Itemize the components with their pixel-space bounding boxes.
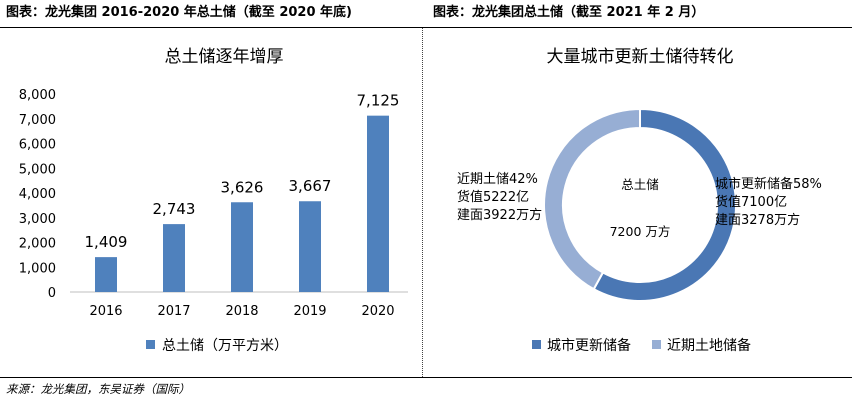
- donut-annotation-right-line-3: 建面3278万方: [715, 212, 800, 228]
- bar-2020: [367, 115, 389, 292]
- bar-y-tick-label: 4,000: [19, 187, 56, 202]
- bar-value-label: 3,667: [289, 177, 332, 195]
- source-note: 来源：龙光集团，东吴证券（国际）: [6, 382, 190, 396]
- bar-value-label: 2,743: [153, 200, 196, 218]
- donut-legend-label-1: 城市更新储备: [547, 337, 631, 354]
- donut-annotation-right-line-2: 货值7100亿: [715, 194, 787, 210]
- bar-y-tick-label: 7,000: [19, 113, 56, 128]
- bar-y-tick-label: 6,000: [19, 138, 56, 153]
- bar-x-axis: 2016 2017 2018 2019 2020: [89, 304, 394, 319]
- bar-series: [95, 115, 389, 292]
- bar-chart: 总土储逐年增厚 0 1,000 2,000 3,000 4,000 5,000 6,000 7…: [19, 47, 408, 354]
- donut-annotation-left-line-3: 建面3922万方: [457, 207, 542, 223]
- bar-value-label: 1,409: [85, 233, 128, 251]
- donut-slice-2: [543, 107, 641, 291]
- bar-y-tick-label: 1,000: [19, 261, 56, 276]
- bar-x-tick-label: 2017: [157, 304, 190, 319]
- donut-center-label-1: 总土储: [621, 177, 659, 192]
- bar-legend: 总土储（万平方米）: [146, 338, 288, 354]
- right-figure-caption: 图表：龙光集团总土储（截至 2021 年 2 月）: [433, 5, 705, 20]
- bar-x-tick-label: 2016: [89, 304, 122, 319]
- donut-slices: [543, 107, 737, 302]
- bar-legend-label: 总土储（万平方米）: [162, 338, 288, 354]
- bar-legend-swatch: [146, 340, 155, 349]
- donut-legend-swatch-2: [652, 340, 661, 349]
- bar-2016: [95, 257, 117, 292]
- bar-value-label: 7,125: [357, 92, 400, 110]
- donut-annotation-right: 城市更新储备58% 货值7100亿 建面3278万方: [715, 176, 822, 228]
- bar-y-axis: 0 1,000 2,000 3,000 4,000 5,000 6,000 7,000 8,00…: [19, 88, 56, 301]
- bar-2018: [231, 202, 253, 292]
- bar-x-tick-label: 2020: [361, 304, 394, 319]
- donut-annotation-right-line-1: 城市更新储备58%: [715, 176, 822, 192]
- panel-divider: [422, 28, 423, 377]
- bar-y-tick-label: 8,000: [19, 88, 56, 103]
- bar-value-labels: 1,409 2,743 3,626 3,667 7,125: [85, 92, 400, 251]
- bottom-rule: [0, 377, 852, 378]
- donut-chart: 大量城市更新土储待转化 总土储 7200 万方 城市更新储备58% 货值7100…: [457, 47, 822, 354]
- donut-annotation-left-line-2: 货值5222亿: [457, 189, 529, 205]
- bar-x-tick-label: 2018: [225, 304, 258, 319]
- bar-value-label: 3,626: [221, 178, 264, 196]
- left-figure-caption: 图表：龙光集团 2016-2020 年总土储（截至 2020 年底): [6, 5, 352, 20]
- bar-x-tick-label: 2019: [293, 304, 326, 319]
- donut-annotation-left: 近期土储42% 货值5222亿 建面3922万方: [457, 172, 542, 223]
- bar-y-tick-label: 2,000: [19, 237, 56, 252]
- top-rule: [0, 27, 852, 28]
- bar-y-tick-label: 5,000: [19, 162, 56, 177]
- bar-y-tick-label: 0: [48, 286, 56, 301]
- donut-center-label-2: 7200 万方: [610, 224, 671, 239]
- donut-annotation-left-line-1: 近期土储42%: [457, 172, 538, 187]
- bar-chart-title: 总土储逐年增厚: [165, 47, 284, 67]
- donut-legend-label-2: 近期土地储备: [667, 337, 751, 354]
- bar-y-tick-label: 3,000: [19, 212, 56, 227]
- donut-legend: 城市更新储备 近期土地储备: [532, 337, 751, 354]
- donut-legend-swatch-1: [532, 340, 541, 349]
- bar-2019: [299, 201, 321, 292]
- donut-chart-title: 大量城市更新土储待转化: [547, 47, 734, 67]
- bar-2017: [163, 224, 185, 292]
